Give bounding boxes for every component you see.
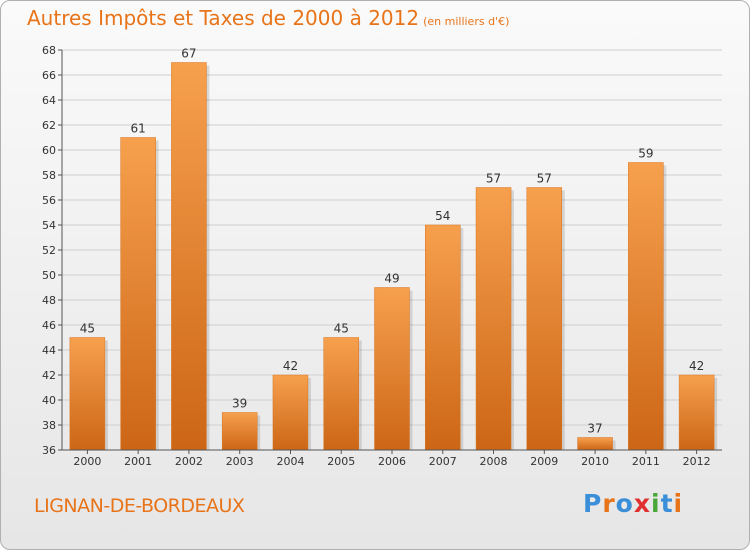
data-label: 45 [334,322,349,336]
data-label: 45 [80,322,95,336]
x-tick-label: 2004 [276,455,304,468]
logo-letter: P [583,489,603,518]
x-tick-label: 2003 [226,455,254,468]
y-tick-label: 52 [42,244,56,257]
y-tick-label: 56 [42,194,56,207]
bar-2003 [221,412,258,451]
axes: 36 38 40 42 44 46 48 50 52 54 56 58 60 62 64 66 68 2000 20… [42,44,722,468]
bar-2004 [272,374,309,451]
chart-subtitle: (en milliers d'€) [423,15,510,28]
x-tick-label: 2012 [683,455,711,468]
x-tick-label: 2005 [327,455,355,468]
bar-2006 [374,287,410,451]
logo-letter: i [673,489,684,518]
data-label: 59 [638,147,653,161]
bar-2011 [628,162,664,451]
bar-2010 [577,437,613,451]
logo-letter: i [651,489,661,518]
x-tick-label: 2000 [73,455,101,468]
x-tick-label: 2009 [530,455,558,468]
y-tick-label: 44 [42,344,56,357]
data-label: 67 [181,47,196,61]
data-label: 54 [435,209,450,223]
x-tick-label: 2002 [175,455,203,468]
bar-2005 [323,337,359,451]
y-tick-label: 46 [42,319,56,332]
chart-title: Autres Impôts et Taxes de 2000 à 2012 (en… [27,6,509,30]
place-name: LIGNAN-DE-BORDEAUX [34,495,245,517]
logo-letter: o [615,489,634,518]
bar-2001 [120,137,156,451]
bar-2007 [425,224,461,451]
logo-letter: t [660,489,674,518]
bars: 45 61 67 39 42 45 49 54 57 57 37 59 42 [69,47,718,451]
x-tick-label: 2007 [429,455,457,468]
data-label: 49 [384,272,399,286]
y-tick-label: 36 [42,444,56,457]
x-tick-label: 2010 [581,455,609,468]
bar-2009 [526,187,563,451]
data-label: 39 [232,397,247,411]
x-tick-label: 2001 [124,455,152,468]
y-tick-label: 50 [42,269,56,282]
logo-letter: x [633,489,651,518]
data-label: 42 [689,359,704,373]
x-tick-label: 2011 [632,455,660,468]
y-tick-label: 42 [42,369,56,382]
data-label: 57 [537,172,552,186]
x-tick-label: 2008 [480,455,508,468]
y-tick-label: 62 [42,119,56,132]
y-tick-label: 58 [42,169,56,182]
y-tick-label: 68 [42,44,56,57]
y-tick-label: 64 [42,94,56,107]
logo-letter: r [602,489,616,518]
bar-2000 [69,337,106,451]
data-label: 61 [131,122,146,136]
y-tick-label: 54 [42,219,56,232]
y-tick-label: 66 [42,69,56,82]
data-label: 57 [486,172,501,186]
data-label: 37 [587,422,602,436]
y-tick-label: 60 [42,144,56,157]
x-tick-label: 2006 [378,455,406,468]
proxiti-logo[interactable]: Proxiti [583,489,683,518]
y-tick-label: 38 [42,419,56,432]
bar-2008 [475,187,512,451]
y-tick-label: 40 [42,394,56,407]
bar-2012 [678,374,715,451]
bar-2002 [171,62,207,451]
y-tick-label: 48 [42,294,56,307]
chart-title-text: Autres Impôts et Taxes de 2000 à 2012 [27,6,420,30]
data-label: 42 [283,359,298,373]
